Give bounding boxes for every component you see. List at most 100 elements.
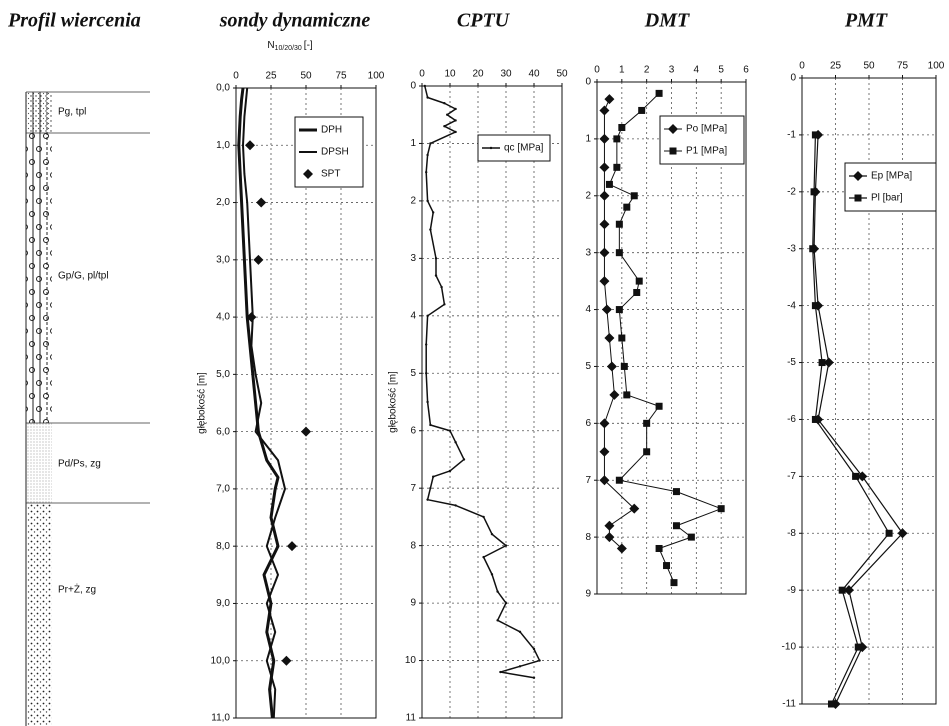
y-tick-label: -4 (787, 300, 796, 311)
marker (599, 446, 610, 457)
marker (538, 659, 541, 662)
x-tick-label: 75 (897, 61, 909, 72)
marker (440, 285, 443, 289)
y-tick-label: 2 (410, 196, 416, 207)
y-tick-label: 6 (410, 425, 416, 436)
y-tick-label: -1 (787, 130, 796, 141)
x-tick-label: 0 (799, 61, 805, 72)
marker (615, 476, 623, 484)
x-tick-label: 6 (743, 65, 749, 76)
marker (623, 391, 631, 399)
marker (599, 418, 610, 429)
marker (604, 520, 615, 531)
chart-title: DMT (644, 10, 690, 32)
y-axis-label: głębokość [m] (388, 371, 399, 433)
marker (482, 515, 485, 519)
marker (482, 555, 485, 559)
marker (434, 257, 438, 260)
y-tick-label: -3 (787, 243, 796, 254)
y-tick-label: 5,0 (216, 369, 230, 380)
marker (462, 458, 466, 461)
marker (490, 573, 494, 576)
marker (454, 107, 457, 111)
plot-frame (596, 81, 747, 595)
x-label-unit: [-] (304, 40, 313, 51)
marker (811, 131, 819, 139)
y-tick-label: 0 (790, 73, 796, 84)
y-tick-label: 3 (410, 253, 416, 264)
y-tick-label: 0 (410, 81, 416, 92)
marker (811, 302, 819, 310)
x-tick-label: 25 (265, 71, 277, 82)
plot-frame (235, 87, 377, 719)
x-tick-label: 50 (556, 69, 568, 80)
marker (443, 303, 446, 306)
marker (663, 562, 671, 570)
marker (620, 362, 628, 370)
y-tick-label: 11,0 (211, 713, 230, 724)
marker (426, 153, 429, 157)
marker (423, 84, 426, 88)
marker (454, 130, 457, 134)
marker (253, 254, 264, 265)
marker (838, 586, 846, 594)
marker (843, 585, 854, 596)
y-tick-label: 3 (585, 247, 591, 258)
marker (426, 498, 429, 501)
x-tick-label: 4 (694, 65, 700, 76)
marker (246, 312, 257, 323)
marker (426, 199, 429, 203)
y-tick-label: 2,0 (216, 197, 230, 208)
x-tick-label: 40 (528, 69, 540, 80)
legend-box (659, 115, 745, 165)
marker (615, 249, 623, 257)
x-tick-label: 20 (472, 69, 484, 80)
marker (432, 211, 435, 214)
marker (809, 245, 817, 253)
borehole-column (25, 91, 150, 726)
marker (857, 471, 868, 482)
marker (853, 171, 863, 181)
chart-title: PMT (844, 10, 888, 32)
y-tick-label: 0 (585, 77, 591, 88)
marker (818, 359, 826, 367)
marker (599, 475, 610, 486)
y-tick-label: 10,0 (211, 655, 231, 666)
series-line (242, 87, 286, 719)
marker (256, 197, 267, 208)
marker (643, 448, 651, 456)
layer-label: Pr+Ż, zg (58, 583, 96, 596)
marker (823, 357, 834, 368)
y-tick-label: -6 (787, 414, 796, 425)
marker (303, 169, 313, 179)
series-line (237, 87, 280, 719)
y-tick-label: -7 (787, 471, 796, 482)
marker (432, 475, 435, 478)
x-tick-label: 1 (619, 65, 625, 76)
marker (885, 529, 893, 537)
marker (604, 333, 615, 343)
marker (606, 361, 617, 372)
x-label-sub: 10/20/30 (275, 45, 302, 52)
x-tick-label: 25 (830, 61, 842, 72)
marker (426, 314, 429, 318)
x-tick-label: 3 (669, 65, 675, 76)
x-label: N (267, 40, 274, 51)
marker (599, 247, 610, 258)
marker (287, 541, 297, 552)
profile-title: Profil wiercenia (7, 10, 141, 32)
legend-label: qc [MPa] (504, 143, 544, 154)
x-tick-label: 30 (500, 69, 512, 80)
x-tick-label: 2 (644, 65, 650, 76)
marker (601, 304, 612, 315)
marker (489, 146, 493, 150)
y-tick-label: 5 (410, 368, 416, 379)
marker (717, 505, 725, 513)
y-tick-label: 4 (585, 304, 591, 315)
marker (655, 544, 663, 552)
marker (615, 306, 623, 314)
y-tick-label: 7 (585, 475, 591, 486)
x-tick-label: 100 (928, 61, 945, 72)
marker (454, 504, 457, 507)
y-tick-label: 8 (585, 532, 591, 543)
